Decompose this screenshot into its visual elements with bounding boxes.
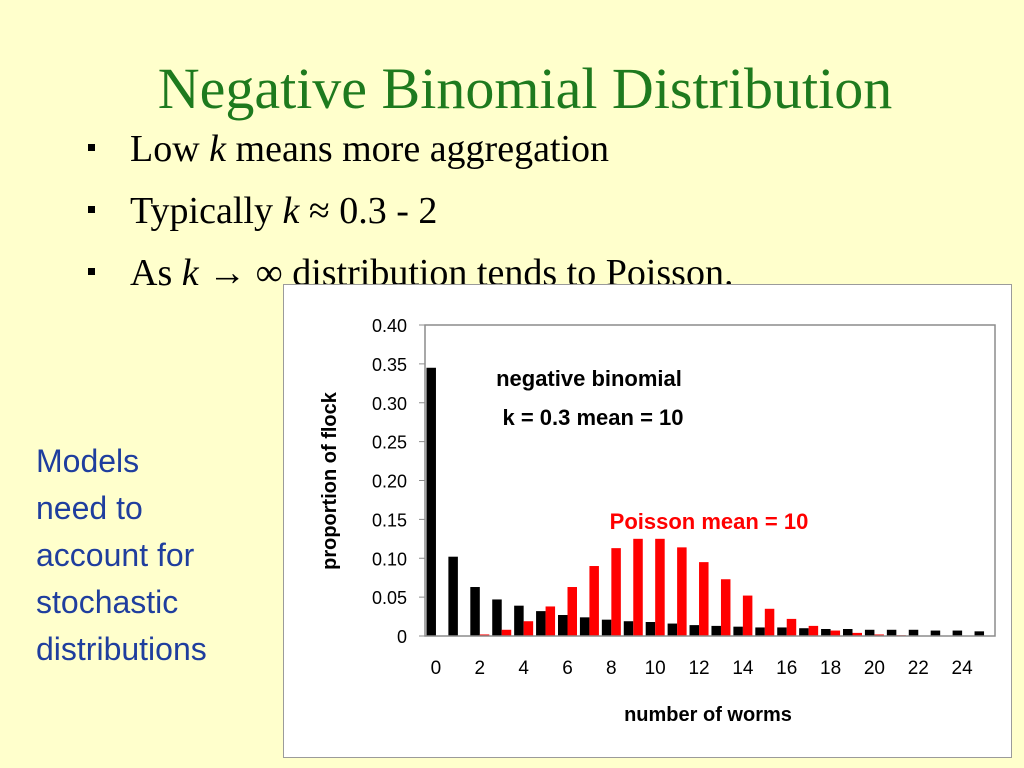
negbin-bar-6 (558, 615, 568, 636)
poisson-bar-3 (501, 629, 512, 636)
side-note: Models need to account for stochastic di… (36, 438, 266, 673)
x-tick-label: 0 (431, 658, 442, 679)
negbin-bar-0 (426, 367, 436, 636)
y-tick-label: 0.35 (372, 355, 407, 375)
poisson-bar-13 (720, 579, 731, 636)
y-axis-label: proportion of flock (319, 391, 341, 570)
bullet-marker-icon (88, 268, 95, 275)
negbin-bar-10 (645, 622, 656, 636)
x-tick-label: 6 (562, 658, 573, 679)
negbin-bar-19 (843, 629, 853, 636)
bullet-text: Typically (130, 190, 283, 232)
bullet-variable: k (181, 252, 199, 294)
poisson-bar-2 (479, 634, 490, 636)
poisson-bar-15 (764, 608, 775, 636)
negbin-bar-16 (777, 627, 787, 636)
x-axis-ticks: 0 2 4 6 8 10 12 14 16 18 20 22 24 (431, 658, 973, 679)
y-tick-label: 0.30 (372, 394, 407, 414)
negbin-bar-5 (536, 611, 546, 636)
negbin-bar-17 (799, 628, 809, 636)
negbin-bar-22 (908, 629, 919, 636)
side-note-line: need to (36, 490, 143, 526)
poisson-bar-9 (633, 538, 643, 636)
negbin-bar-15 (755, 627, 765, 636)
page-title: Negative Binomial Distribution (157, 56, 893, 121)
bullet-list: Low k means more aggregation Typically k… (88, 118, 733, 304)
negbin-bar-13 (711, 625, 721, 636)
negbin-bar-4 (514, 605, 524, 636)
y-tick-label: 0 (397, 627, 407, 647)
bullet-item: Low k means more aggregation (88, 118, 733, 180)
y-tick-label: 0.20 (372, 472, 407, 492)
poisson-bar-16 (786, 618, 797, 636)
poisson-bar-8 (611, 548, 621, 636)
bullet-marker-icon (88, 144, 95, 151)
x-tick-label: 24 (952, 658, 974, 679)
x-tick-label: 2 (475, 658, 486, 679)
bars-layer (426, 367, 985, 636)
y-tick-label: 0.15 (372, 510, 407, 530)
annotation-negative-binomial: negative binomial (496, 366, 682, 391)
y-tick-label: 0.25 (372, 433, 407, 453)
side-note-line: distributions (36, 631, 207, 667)
y-axis-ticks: 0 0.05 0.10 0.15 0.20 0.25 0.30 0.35 0.40 (372, 316, 425, 647)
bullet-variable: k (209, 128, 227, 170)
x-axis-label: number of worms (624, 704, 792, 726)
poisson-bar-6 (567, 587, 577, 636)
x-tick-label: 16 (776, 658, 797, 679)
y-tick-label: 0.05 (372, 588, 407, 608)
negbin-bar-24 (952, 630, 963, 636)
side-note-line: Models (36, 443, 140, 479)
negbin-bar-3 (492, 599, 502, 636)
poisson-bar-4 (523, 621, 534, 636)
negbin-bar-21 (886, 629, 897, 636)
negbin-bar-8 (601, 619, 612, 636)
side-note-line: account for (36, 537, 195, 573)
x-tick-label: 22 (908, 658, 929, 679)
negbin-bar-9 (623, 621, 634, 636)
annotation-poisson: Poisson mean = 10 (610, 509, 809, 534)
poisson-bar-5 (545, 606, 556, 636)
bullet-variable: k (282, 190, 300, 232)
poisson-bar-14 (742, 595, 753, 636)
annotation-k-mean: k = 0.3 mean = 10 (502, 405, 683, 430)
bullet-marker-icon (88, 206, 95, 213)
poisson-bar-19 (852, 632, 862, 636)
bullet-text: Low (130, 128, 210, 170)
bullet-text: ≈ 0.3 - 2 (299, 190, 438, 232)
negbin-bar-25 (974, 631, 985, 636)
negbin-bar-18 (821, 629, 831, 636)
y-tick-label: 0.40 (372, 316, 407, 336)
negbin-bar-14 (733, 626, 743, 636)
bullet-item: Typically k ≈ 0.3 - 2 (88, 180, 733, 242)
y-tick-label: 0.10 (372, 549, 407, 569)
x-tick-label: 10 (645, 658, 666, 679)
poisson-bar-20 (874, 634, 884, 636)
poisson-bar-10 (655, 538, 665, 636)
negbin-bar-12 (689, 625, 700, 636)
poisson-bar-7 (589, 566, 599, 636)
x-tick-label: 18 (820, 658, 841, 679)
poisson-bar-12 (699, 562, 709, 636)
negbin-bar-11 (667, 623, 678, 636)
negbin-bar-23 (930, 630, 941, 636)
bullet-text: As (130, 252, 182, 294)
side-note-line: stochastic (36, 584, 179, 620)
x-tick-label: 12 (688, 658, 709, 679)
poisson-bar-17 (808, 625, 819, 636)
negbin-bar-1 (448, 556, 458, 636)
poisson-bar-11 (677, 547, 687, 636)
negbin-bar-7 (579, 617, 590, 636)
x-tick-label: 20 (864, 658, 885, 679)
x-tick-label: 14 (732, 658, 754, 679)
negbin-bar-20 (864, 629, 875, 636)
x-tick-label: 4 (518, 658, 529, 679)
negbin-bar-2 (470, 587, 480, 636)
poisson-bar-18 (830, 630, 841, 636)
bullet-text: means more aggregation (226, 128, 610, 170)
x-tick-label: 8 (606, 658, 617, 679)
